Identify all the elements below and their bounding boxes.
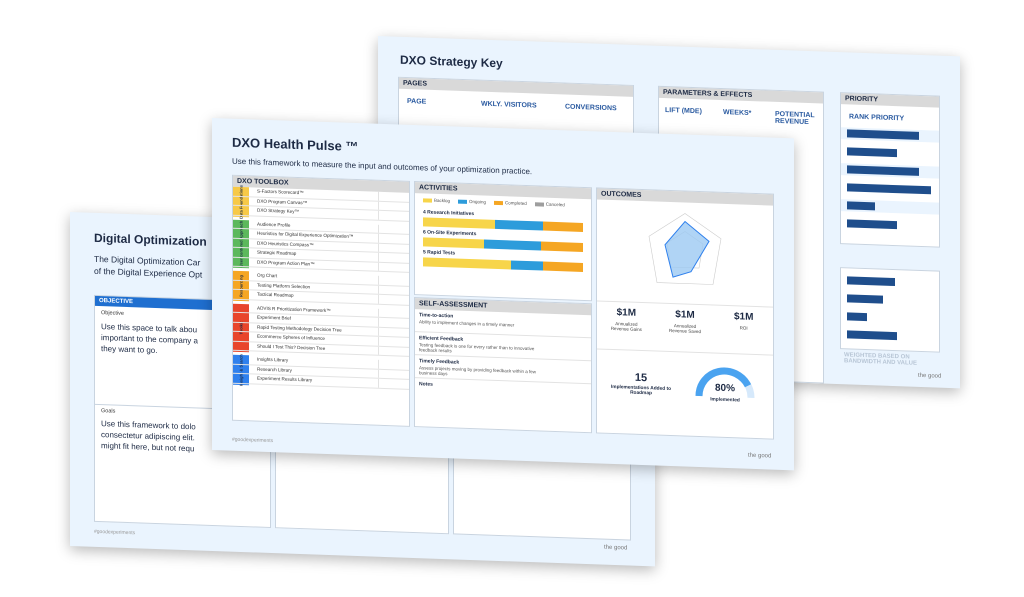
column-header: RANK PRIORITY (849, 113, 905, 123)
implemented: 80% Implemented (693, 382, 757, 404)
panel-header: PARAMETERS & EFFECTS (659, 86, 823, 104)
panel-header: OUTCOMES (597, 188, 773, 206)
priority-bars (841, 127, 939, 230)
bar-segment (543, 261, 583, 272)
legend-label: Backlog (434, 197, 451, 204)
column-header: POTENTIAL REVENUE (775, 110, 815, 127)
implementations: 15 Implementations Added to Roadmap (607, 371, 675, 397)
kpi: $1M Annualized Revenue Gains (597, 306, 656, 332)
kpi: $1M ROI (714, 311, 773, 337)
note: WEIGHTED BASED ON BANDWIDTH AND VALUE (844, 352, 917, 367)
field-label: Objective (101, 310, 124, 317)
legend-entry: Backlog (423, 197, 450, 203)
slide-title: DXO Strategy Key (400, 52, 503, 71)
legend-label: Completed (505, 200, 527, 206)
bar-segment (511, 260, 543, 271)
implementations-value: 15 (634, 371, 648, 385)
implemented-value: 80% (714, 382, 735, 395)
kpi-value: $1M (616, 307, 637, 319)
column-header: WEEKS* (723, 109, 752, 118)
implemented-label: Implemented (710, 397, 740, 404)
intro: The Digital Optimization Car of the Digi… (94, 253, 202, 281)
objective-text: Use this space to talk abou important to… (101, 321, 198, 357)
outcomes-panel: OUTCOMES $1M Annualized Revenue Gains $1M A… (596, 187, 774, 440)
brand: the good (748, 452, 772, 460)
bar-segment (541, 241, 583, 252)
column-header: CONVERSIONS (565, 103, 617, 113)
bar-segment (543, 221, 583, 232)
legend-swatch (534, 201, 544, 207)
kpi-row: $1M Annualized Revenue Gains $1M Annualized… (597, 306, 773, 336)
legend-swatch (423, 197, 432, 203)
activities-panel: ACTIVITIES Backlog Ongoing Completed Cancel… (414, 181, 592, 302)
toolbox-panel: DXO TOOLBOX Data Foundations S-Factors Sc… (232, 174, 410, 427)
field-label: Goals (101, 408, 116, 415)
column-header: WKLY. VISITORS (481, 100, 537, 110)
panel-header: PAGES (399, 77, 633, 97)
self-assessment-panel: SELF-ASSESSMENT Time-to-action Ability to… (414, 297, 592, 434)
legend-entry: Ongoing (458, 199, 486, 205)
bar-segment (495, 219, 543, 231)
kpi-value: $1M (733, 311, 754, 323)
intro-line: of the Digital Experience Opt (94, 265, 203, 280)
strategy-key-slide: DXO Strategy Key PAGES PAGE WKLY. VISITO… (378, 36, 960, 389)
implemented-gauge (695, 367, 755, 398)
priority-panel-lower (840, 267, 940, 353)
brand: the good (918, 372, 942, 380)
activity-groups: 4 Research Initiatives 6 On-Site Experime… (415, 206, 591, 272)
brand: the good (604, 544, 628, 552)
kpi: $1M Annualized Revenue Saved (656, 308, 715, 334)
section-items: ADVIS R Prioritization Framework™ Experim… (233, 303, 409, 357)
implementations-label: Implementations Added to Roadmap (610, 384, 672, 397)
column-header: LIFT (MDE) (665, 107, 702, 116)
legend-label: Ongoing (469, 198, 487, 205)
slide-title: Digital Optimization (94, 230, 207, 249)
panel-header: PRIORITY (841, 93, 939, 108)
kpi-label: Annualized Revenue Saved (668, 323, 702, 335)
legend-swatch (458, 199, 468, 204)
section-items: S-Factors Scorecard™ DXO Program Canvas™ D… (233, 186, 409, 222)
subtitle: Use this framework to measure the input … (232, 156, 533, 177)
section-items: Org Chart Testing Platform Selection Tacti… (233, 270, 409, 306)
legend-entry: Canceled (534, 201, 565, 208)
footer: #goodexperiments (94, 528, 136, 537)
slide-title: DXO Health Pulse ™ (232, 134, 359, 155)
goals-text: Use this framework to dolo consectetur a… (101, 418, 196, 454)
priority-panel: PRIORITY RANK PRIORITY (840, 92, 940, 248)
bar-segment (423, 257, 511, 270)
legend-swatch (494, 200, 504, 205)
footer: #goodexperiments (232, 436, 274, 445)
priority-bars (847, 276, 897, 341)
kpi-label: ROI (739, 325, 748, 331)
health-pulse-slide: DXO Health Pulse ™ Use this framework to… (212, 118, 794, 471)
kpi-label: Annualized Revenue Gains (610, 321, 642, 333)
legend-label: Canceled (545, 201, 565, 208)
section-items: Audience Profile Heuristics for Digital E… (233, 219, 409, 273)
section-items: Insights Library Research Library Experime… (233, 354, 409, 390)
kpi-value: $1M (675, 309, 695, 321)
column-header: PAGE (407, 98, 427, 106)
text-line: might fit here, but not requ (101, 441, 195, 454)
assessment-rows: Time-to-action Ability to implement chang… (415, 309, 591, 385)
legend-entry: Completed (494, 200, 527, 206)
radar-chart (648, 213, 722, 285)
